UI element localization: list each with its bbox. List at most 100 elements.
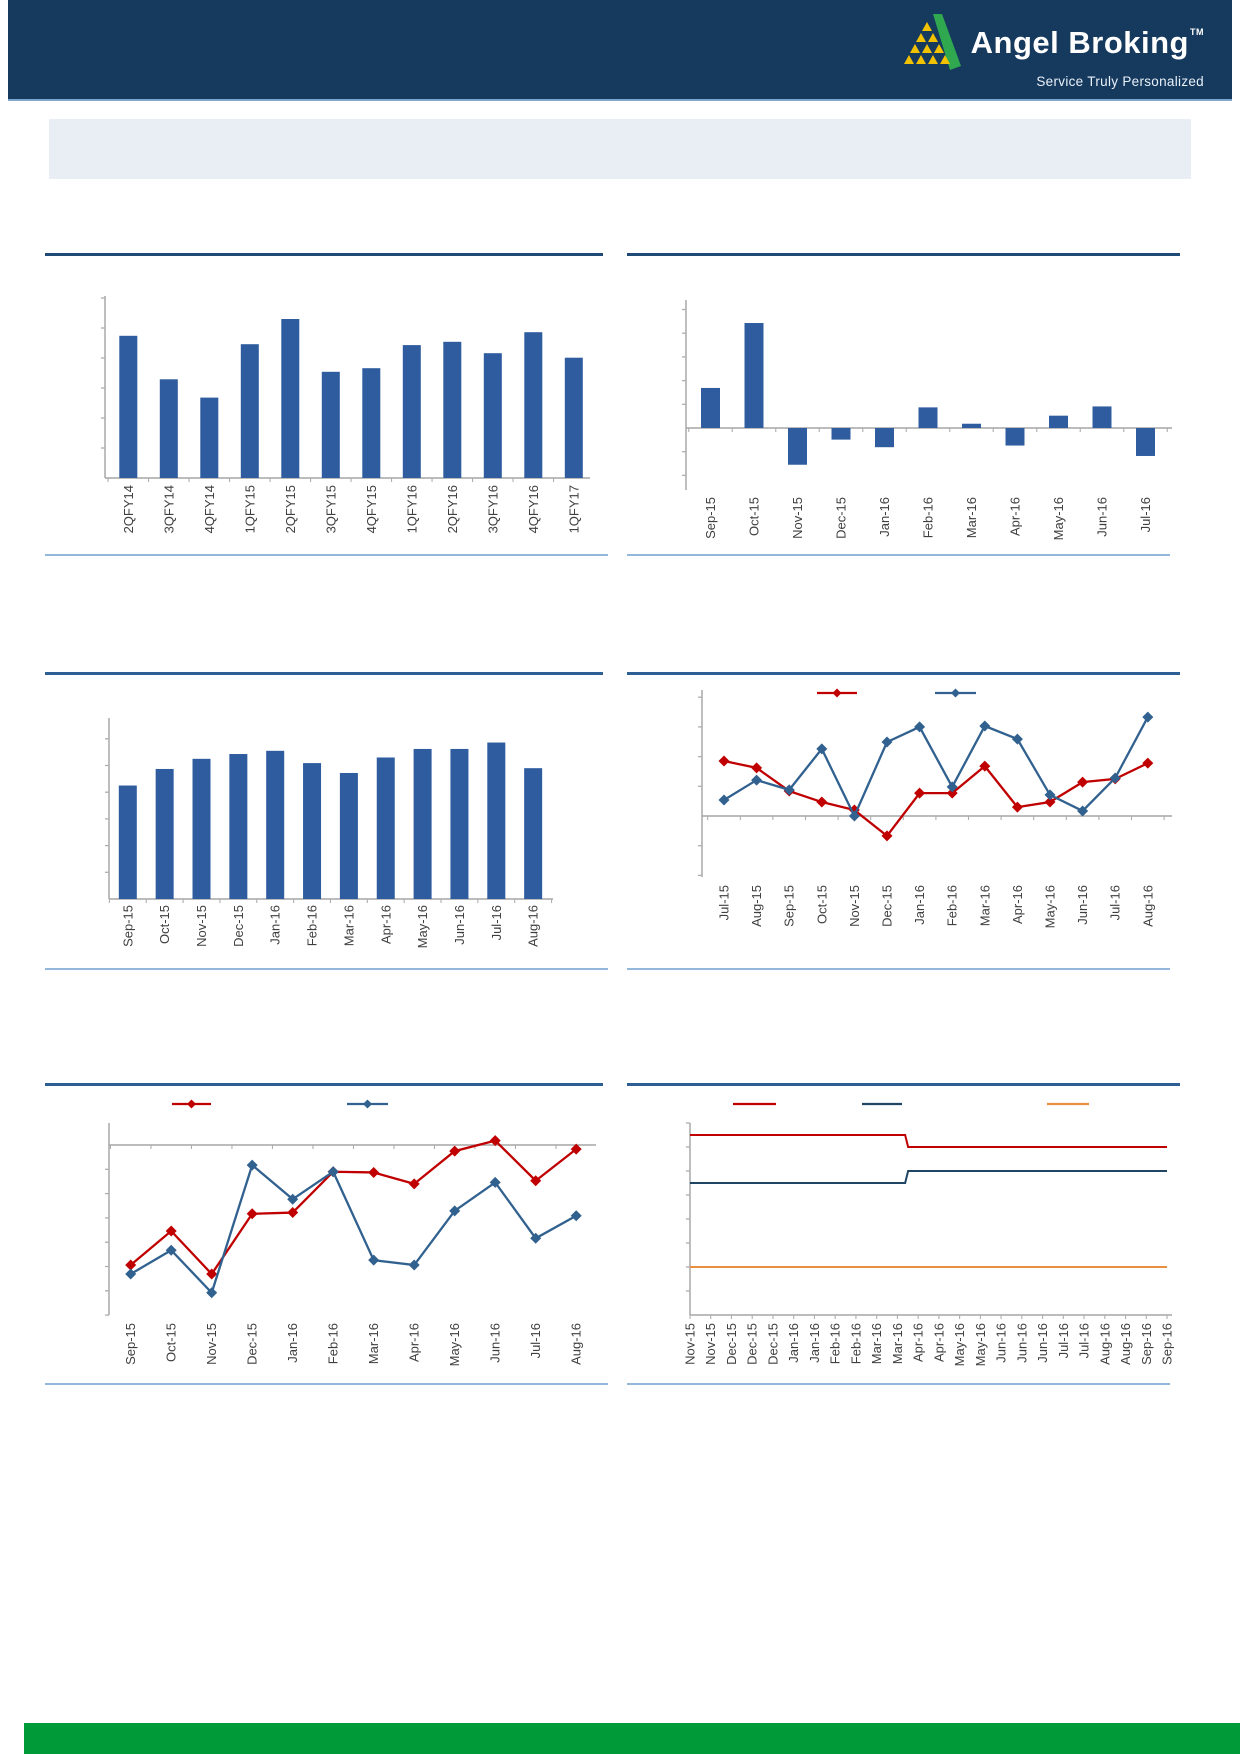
diamond-marker (287, 1207, 299, 1219)
x-axis-label: 4QFY16 (526, 485, 541, 533)
x-axis-label: Jul-16 (489, 905, 504, 940)
diamond-marker (816, 743, 828, 755)
diamond-marker (1109, 772, 1121, 784)
diamond-marker (751, 762, 763, 774)
diamond-marker (881, 830, 893, 842)
bar (303, 763, 322, 899)
diamond-marker (408, 1178, 420, 1190)
diamond-marker (368, 1254, 380, 1266)
x-axis-label: Nov-15 (204, 1323, 219, 1365)
exhibit-top-rule (627, 1083, 1180, 1086)
x-axis-label: 3QFY15 (323, 485, 338, 533)
x-axis-label: Jan-16 (912, 885, 927, 925)
chart-monthly-volume-bar: Sep-15 Oct-15 Nov-15 Dec-15 Jan-16 Feb-16 Mar-… (45, 672, 608, 971)
bar (200, 397, 219, 478)
chart-quarterly-bar: 2QFY14 3QFY14 4QFY14 1QFY15 2QFY15 3QFY15 4QFY… (45, 253, 608, 557)
x-axis-label: 4QFY15 (364, 485, 379, 533)
diamond-marker (848, 810, 860, 822)
x-axis-label: 1QFY15 (242, 485, 257, 533)
series-red (723, 759, 1149, 838)
x-axis-label: Nov-15 (847, 885, 862, 927)
diamond-marker (979, 760, 991, 772)
diamond-marker (363, 1099, 372, 1109)
x-axis-label: Sep-15 (782, 885, 797, 927)
exhibit-top-rule (627, 253, 1180, 256)
diamond-marker (951, 688, 960, 698)
diamond-marker (816, 796, 828, 808)
diamond-marker (287, 1193, 299, 1205)
diamond-marker (206, 1287, 218, 1299)
x-axis-label: Mar-16 (366, 1323, 381, 1364)
bar (701, 387, 720, 428)
x-axis-label: Dec-15 (880, 885, 895, 927)
x-axis-label: Mar-16 (977, 885, 992, 926)
diamond-marker (165, 1244, 177, 1256)
x-axis-label: Jun-16 (1095, 497, 1110, 537)
x-axis-label: 2QFY15 (283, 485, 298, 533)
bar (962, 423, 981, 428)
x-axis-label: Mar-16 (890, 1323, 905, 1364)
diamond-marker (408, 1259, 420, 1271)
series-red (129, 1139, 577, 1276)
x-axis-label: Aug-15 (749, 885, 764, 927)
exhibit-top-rule (45, 672, 603, 675)
bar (321, 371, 340, 478)
diamond-marker (125, 1259, 137, 1271)
diamond-marker (751, 774, 763, 786)
report-header: Angel BrokingTM Service Truly Personaliz… (8, 0, 1232, 99)
x-axis-label: 3QFY16 (485, 485, 500, 533)
chart-canvas: Sep-15 Oct-15 Nov-15 Dec-15 Jan-16 Feb-16 Mar-… (45, 1083, 608, 1385)
x-axis-label: Jan-16 (877, 497, 892, 537)
x-axis-label: Dec-15 (834, 497, 849, 539)
diamond-marker (530, 1175, 542, 1187)
exhibit-bottom-rule (45, 968, 608, 970)
series-blue (130, 1163, 577, 1295)
bar (376, 757, 395, 899)
bar (339, 772, 358, 899)
x-axis-label: Jun-16 (994, 1323, 1009, 1363)
x-axis-label: Jan-16 (285, 1323, 300, 1363)
x-axis-label: May-16 (952, 1323, 967, 1366)
x-axis-label: Oct-15 (164, 1323, 179, 1362)
x-axis-label: 1QFY17 (566, 485, 581, 533)
bar (744, 323, 764, 428)
x-axis-label: Sep-15 (120, 905, 135, 947)
bar (413, 748, 432, 899)
chart-monthly-change-bar: Sep-15 Oct-15 Nov-15 Dec-15 Jan-16 Feb-16 Mar-… (627, 253, 1180, 557)
bar (1092, 406, 1112, 428)
bar (192, 758, 211, 899)
x-axis-label: Jun-16 (1075, 885, 1090, 925)
bar (450, 748, 469, 899)
bar (362, 368, 381, 478)
x-axis-label: Aug-16 (1140, 885, 1155, 927)
chart-trend-lines: Sep-15 Oct-15 Nov-15 Dec-15 Jan-16 Feb-16 Mar-… (45, 1083, 608, 1386)
x-axis-label: Aug-16 (526, 905, 541, 947)
bar (524, 768, 543, 899)
diamond-marker (718, 794, 730, 806)
diamond-marker (946, 787, 958, 799)
x-axis-label: Jun-16 (1014, 1323, 1029, 1363)
brand-block: Angel BrokingTM Service Truly Personaliz… (897, 14, 1204, 89)
exhibit-bottom-rule (627, 554, 1170, 556)
x-axis-label: Apr-16 (1008, 497, 1023, 536)
x-axis-label: Jul-15 (717, 885, 732, 920)
exhibit-top-rule (45, 253, 603, 256)
diamond-marker (914, 787, 926, 799)
chart-canvas: Jul-15 Aug-15 Sep-15 Oct-15 Nov-15 Dec-15 Jan-… (627, 672, 1180, 970)
bar (524, 332, 543, 478)
x-axis-label: Oct-15 (747, 497, 762, 536)
diamond-marker (881, 736, 893, 748)
x-axis-label: May-16 (1051, 497, 1066, 540)
diamond-marker (1011, 733, 1023, 745)
x-axis-label: Aug-16 (569, 1323, 584, 1365)
x-axis-label: Nov-15 (683, 1323, 698, 1365)
x-axis-label: Feb-16 (945, 885, 960, 926)
x-axis-label: Aug-16 (1118, 1323, 1133, 1365)
diamond-marker (570, 1210, 582, 1222)
x-axis-label: Mar-16 (964, 497, 979, 538)
bar (1005, 428, 1025, 446)
x-axis-label: May-16 (415, 905, 430, 948)
x-axis-label: Nov-15 (194, 905, 209, 947)
x-axis-label: Jan-16 (268, 905, 283, 945)
